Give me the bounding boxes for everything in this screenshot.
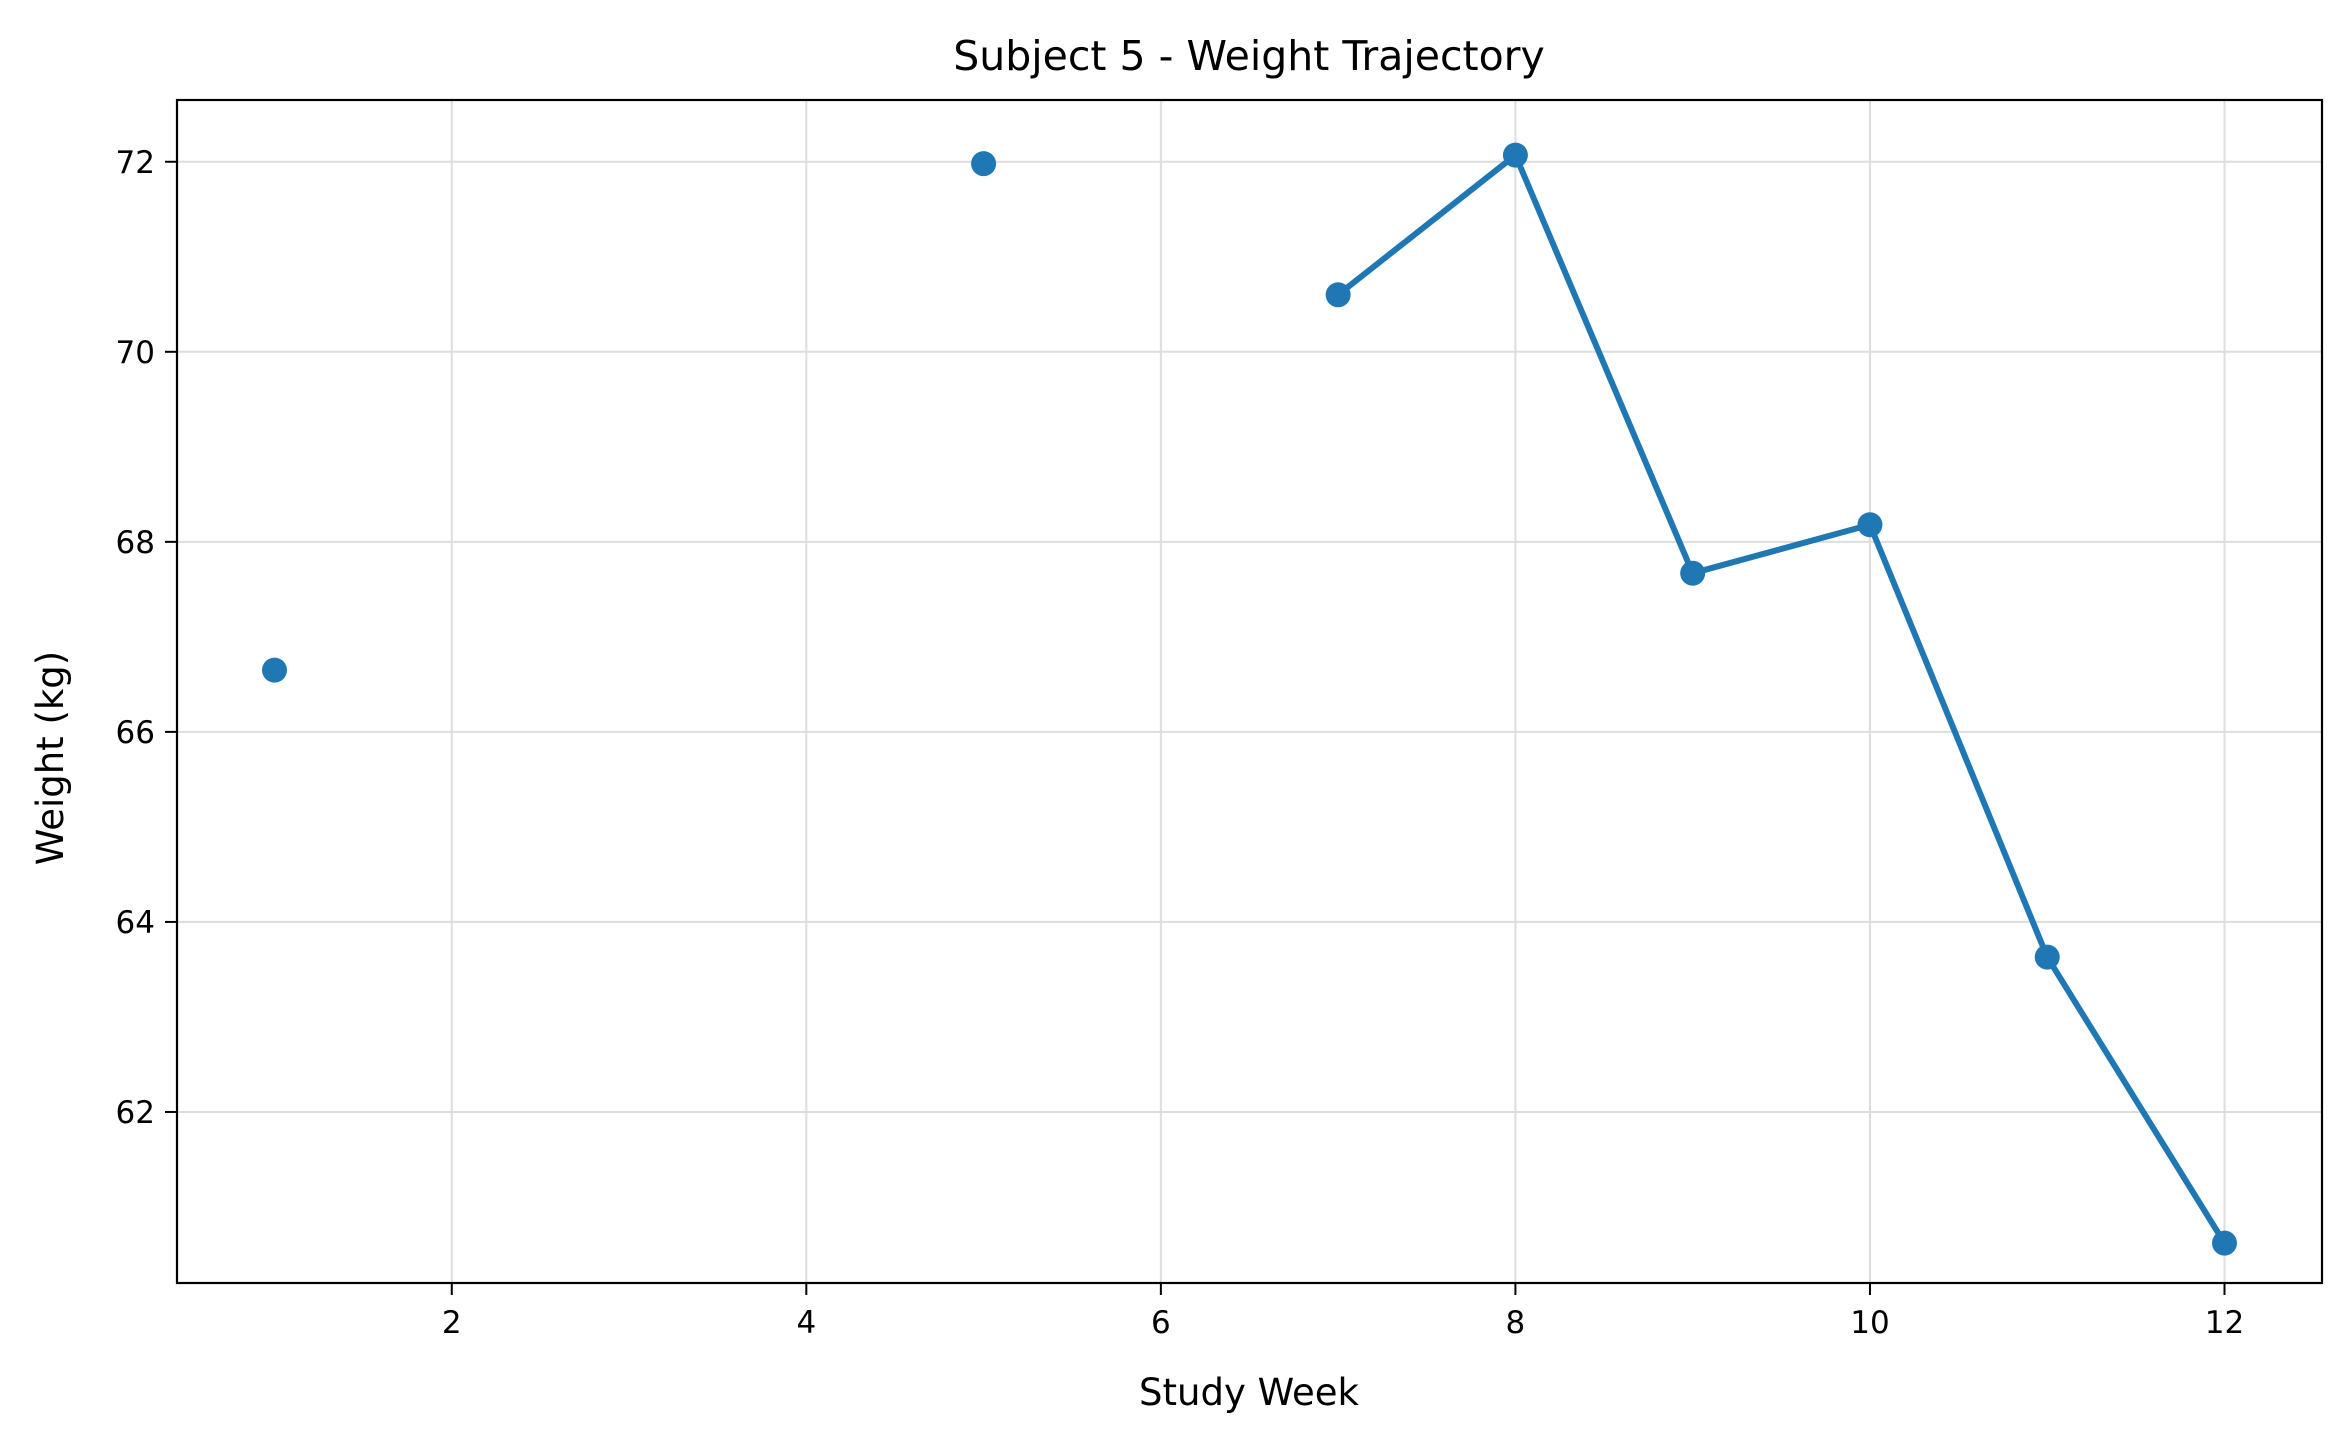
series-points	[262, 142, 2237, 1256]
y-tick-label: 64	[116, 905, 155, 941]
y-axis-label: Weight (kg)	[29, 651, 72, 865]
data-point	[2034, 944, 2060, 970]
x-tick-label: 12	[2205, 1305, 2244, 1341]
plot-frame	[175, 98, 2324, 1285]
x-tick-label: 6	[1151, 1305, 1171, 1341]
data-point	[262, 657, 287, 683]
data-point	[971, 151, 997, 177]
x-tick-label: 2	[442, 1305, 462, 1341]
series-line	[1336, 152, 2228, 1245]
data-point	[1325, 282, 1351, 308]
y-tick-label: 62	[116, 1095, 155, 1131]
data-point	[2212, 1230, 2237, 1256]
grid	[177, 100, 2322, 1283]
y-tick-label: 66	[116, 715, 155, 751]
y-tick-label: 72	[116, 145, 155, 181]
data-point	[1502, 142, 1528, 168]
y-tick-label: 70	[116, 335, 155, 371]
x-tick-label: 4	[796, 1305, 816, 1341]
chart-title: Subject 5 - Weight Trajectory	[953, 32, 1545, 80]
x-tick-label: 10	[1850, 1305, 1889, 1341]
data-point	[1680, 560, 1706, 586]
series-lines	[1336, 152, 2228, 1245]
x-axis-label: Study Week	[1139, 1371, 1360, 1414]
y-tick-label: 68	[116, 525, 155, 561]
x-tick-label: 8	[1506, 1305, 1526, 1341]
data-point	[1857, 512, 1883, 538]
